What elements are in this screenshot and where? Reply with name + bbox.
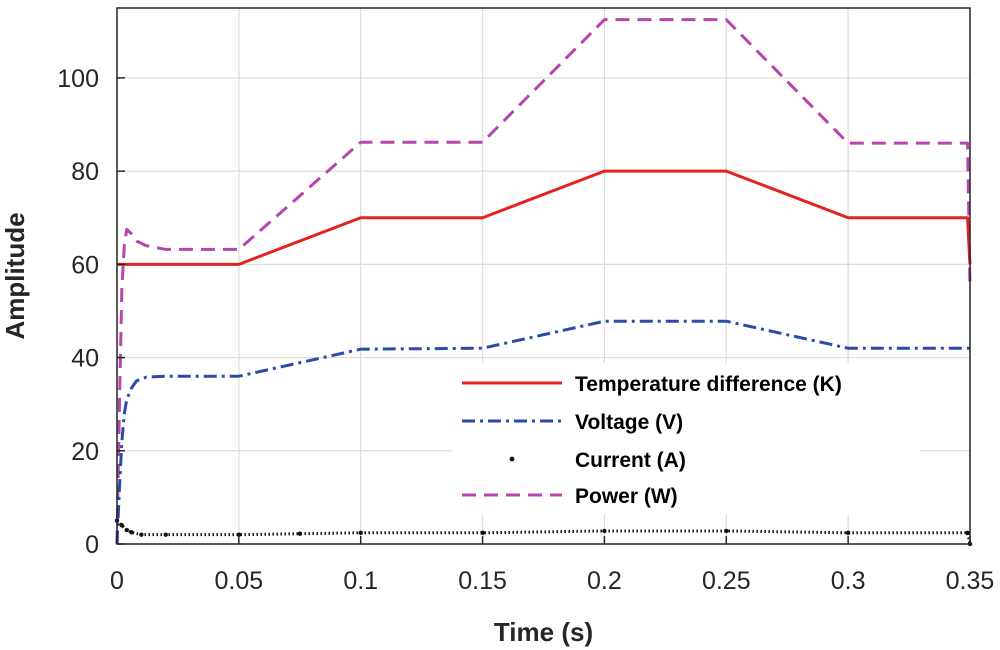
y-tick-label: 40 bbox=[71, 345, 99, 373]
x-axis-title: Time (s) bbox=[494, 617, 593, 647]
legend-label-current: Current (A) bbox=[575, 449, 686, 472]
legend-label-temperature: Temperature difference (K) bbox=[575, 373, 842, 396]
data-point-current-a bbox=[358, 530, 363, 536]
x-tick-label: 0.2 bbox=[587, 567, 622, 595]
x-tick-label: 0.05 bbox=[215, 567, 264, 595]
data-point-current-a bbox=[845, 530, 851, 536]
legend-label-power: Power (W) bbox=[575, 485, 678, 508]
data-point-current-a bbox=[163, 532, 168, 537]
y-tick-label: 20 bbox=[71, 438, 99, 466]
grid bbox=[116, 8, 971, 545]
legend-marker-current bbox=[509, 456, 515, 462]
legend-swatch-current bbox=[509, 456, 515, 462]
data-point-current-a bbox=[965, 530, 970, 536]
legend-label-voltage: Voltage (V) bbox=[575, 411, 683, 434]
data-point-current-a bbox=[297, 531, 302, 536]
data-point-current-a bbox=[124, 527, 129, 533]
data-point-current-a bbox=[119, 523, 125, 528]
x-tick-label: 0.3 bbox=[831, 567, 866, 595]
legend-box bbox=[452, 363, 920, 515]
x-tick-label: 0.1 bbox=[343, 567, 378, 595]
data-point-current-a bbox=[724, 528, 729, 534]
data-point-current-a bbox=[480, 530, 485, 536]
y-tick-label: 80 bbox=[71, 158, 99, 186]
series-line-voltage-v bbox=[115, 319, 970, 545]
legend: Temperature difference (K) Voltage (V) C… bbox=[452, 363, 920, 515]
x-tick-label: 0 bbox=[110, 567, 124, 595]
y-axis-title: Amplitude bbox=[0, 212, 30, 339]
data-point-current-a bbox=[236, 532, 242, 537]
x-tick-label: 0.25 bbox=[702, 567, 751, 595]
x-tick-label: 0.15 bbox=[458, 567, 507, 595]
y-tick-label: 0 bbox=[85, 531, 99, 559]
series-layer bbox=[114, 18, 973, 547]
data-point-current-a bbox=[139, 532, 144, 537]
data-point-current-a bbox=[602, 528, 607, 534]
y-tick-label: 60 bbox=[71, 251, 99, 279]
series-line-power-w bbox=[115, 18, 972, 545]
ticks: 0 0.05 0.1 0.15 0.2 0.25 0.3 0.35 0 20 40 60 80 100 bbox=[57, 65, 994, 595]
plot-frame bbox=[116, 7, 971, 545]
data-point-current-a bbox=[129, 530, 134, 535]
series-line-current-a bbox=[115, 519, 972, 545]
x-tick-label: 0.35 bbox=[946, 567, 995, 595]
y-tick-label: 100 bbox=[57, 65, 99, 93]
series-line-temperature-difference-k bbox=[117, 169, 972, 266]
